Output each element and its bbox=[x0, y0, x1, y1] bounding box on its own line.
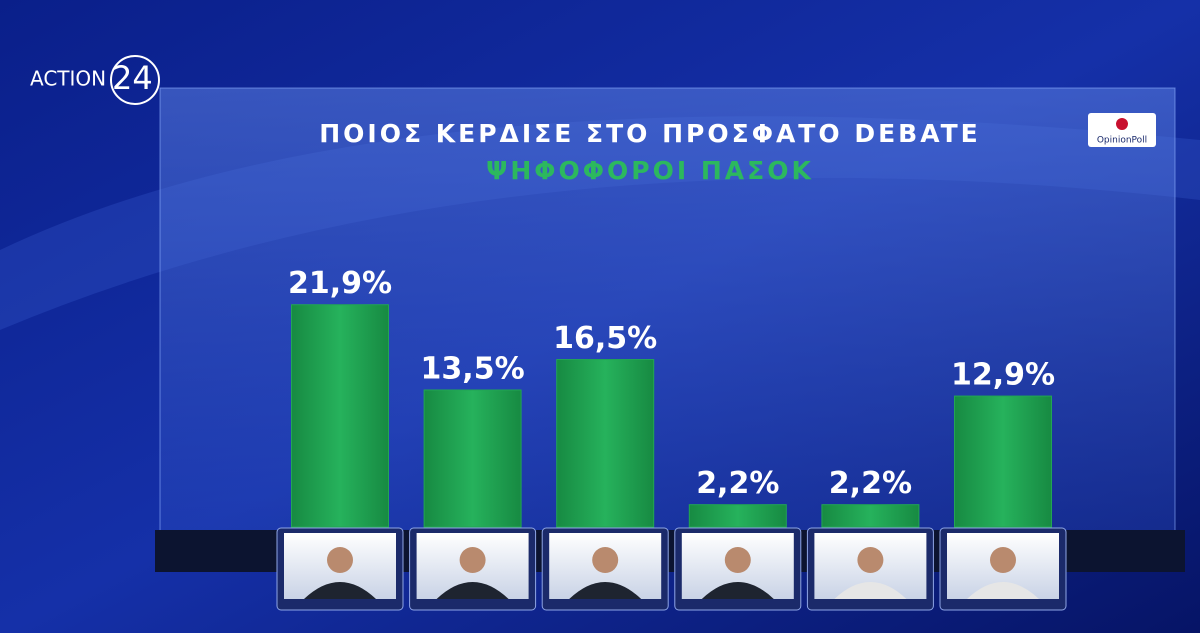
value-label: 2,2% bbox=[696, 466, 779, 501]
photo-shoulders bbox=[701, 582, 774, 599]
bar bbox=[954, 395, 1052, 528]
bar bbox=[556, 359, 655, 528]
photo-shoulders bbox=[569, 582, 642, 599]
value-label: 2,2% bbox=[829, 466, 912, 501]
photo-head bbox=[459, 547, 486, 573]
bar bbox=[291, 304, 389, 528]
photo-head bbox=[327, 547, 353, 573]
photo-head bbox=[724, 547, 751, 573]
value-label: 16,5% bbox=[553, 321, 657, 356]
photo-shoulders bbox=[967, 582, 1039, 599]
channel-logo-ring bbox=[110, 55, 160, 105]
value-label: 21,9% bbox=[288, 266, 392, 301]
bar bbox=[688, 504, 787, 528]
chart-title: ΠΟΙΟΣ ΚΕΡΔΙΣΕ ΣΤΟ ΠΡΟΣΦΑΤΟ DEBATE bbox=[319, 119, 981, 148]
bar bbox=[821, 504, 920, 528]
pollster-logo-dot bbox=[1116, 118, 1128, 130]
photo-head bbox=[857, 547, 884, 573]
value-label: 13,5% bbox=[421, 351, 525, 386]
channel-name: ACTION bbox=[30, 67, 106, 91]
photo-shoulders bbox=[304, 582, 376, 599]
chart-subtitle: ΨΗΦΟΦΟΡΟΙ ΠΑΣΟΚ bbox=[486, 156, 814, 185]
photo-shoulders bbox=[436, 582, 509, 599]
value-label: 12,9% bbox=[951, 358, 1055, 393]
photo-head bbox=[592, 547, 619, 573]
photo-head bbox=[990, 547, 1016, 573]
bar bbox=[423, 389, 522, 528]
pollster-name: OpinionPoll bbox=[1097, 136, 1147, 146]
photo-shoulders bbox=[834, 582, 907, 599]
channel-number: 24 bbox=[112, 59, 153, 97]
